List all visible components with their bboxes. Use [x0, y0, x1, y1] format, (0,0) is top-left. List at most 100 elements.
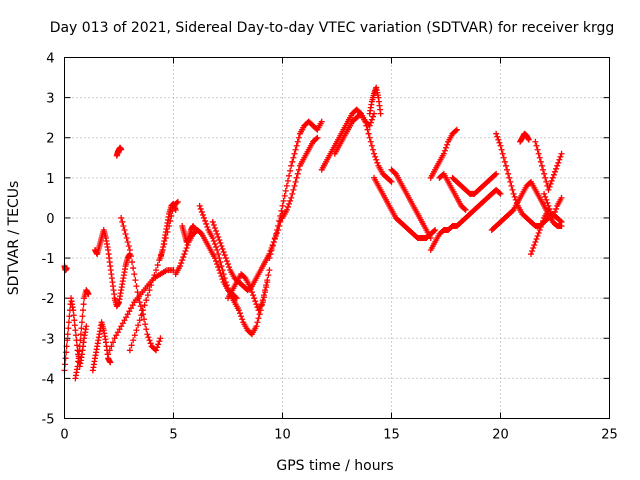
series-trace-r — [318, 106, 378, 173]
data-point — [533, 142, 540, 149]
data-point — [253, 301, 260, 308]
data-point — [107, 359, 114, 366]
data-point — [72, 327, 79, 334]
data-point — [271, 235, 278, 241]
data-point — [197, 229, 204, 236]
data-point — [192, 226, 199, 233]
data-point — [555, 159, 562, 166]
data-point — [368, 116, 375, 123]
data-point — [290, 154, 297, 161]
data-point — [432, 226, 439, 233]
data-point — [532, 239, 539, 246]
data-point — [113, 332, 120, 339]
data-point — [223, 282, 230, 289]
data-point — [155, 341, 162, 348]
data-point — [154, 344, 161, 351]
data-point — [496, 189, 503, 196]
data-point — [156, 338, 163, 345]
data-point — [62, 355, 69, 362]
data-point — [65, 319, 72, 326]
data-point — [259, 299, 266, 306]
data-point — [135, 322, 142, 329]
y-tick-label: 2 — [46, 132, 54, 147]
series-trace-d — [89, 319, 114, 374]
data-point — [556, 156, 563, 163]
data-point — [71, 322, 78, 329]
data-point — [70, 312, 77, 319]
data-point — [279, 202, 286, 209]
data-point — [64, 331, 71, 338]
data-point — [495, 136, 502, 143]
data-point — [552, 208, 558, 215]
data-point — [219, 267, 226, 274]
data-point — [213, 258, 220, 265]
data-point — [374, 159, 381, 166]
data-point — [221, 252, 228, 259]
data-point — [143, 326, 150, 333]
x-tick-label: 10 — [274, 428, 291, 443]
data-point — [441, 147, 448, 154]
data-point — [550, 211, 557, 218]
data-point — [289, 190, 296, 197]
data-point — [537, 223, 544, 230]
data-point — [210, 238, 217, 245]
data-point — [254, 319, 261, 326]
data-point — [238, 313, 245, 320]
series-trace-v — [388, 166, 434, 241]
data-point — [538, 162, 545, 169]
data-point — [76, 348, 83, 355]
data-point — [211, 241, 218, 248]
x-tick-label: 25 — [601, 428, 618, 443]
series-trace-h — [105, 267, 177, 358]
data-point — [123, 314, 130, 321]
data-point — [239, 316, 246, 323]
data-point — [215, 251, 222, 258]
data-point — [535, 150, 542, 157]
data-point — [292, 146, 299, 153]
data-point — [151, 272, 158, 279]
data-point — [62, 361, 69, 368]
data-point — [247, 286, 254, 293]
data-point — [198, 208, 205, 215]
data-point — [183, 245, 190, 252]
data-point — [136, 299, 143, 306]
data-point — [497, 142, 504, 149]
data-point — [216, 237, 223, 244]
data-point — [501, 158, 508, 165]
data-point — [509, 186, 516, 193]
data-point — [266, 255, 273, 262]
data-point — [506, 174, 513, 181]
data-point — [141, 316, 148, 323]
data-point — [492, 171, 499, 178]
data-point — [220, 249, 227, 256]
x-tick-label: 15 — [383, 428, 400, 443]
plot-frame — [64, 57, 610, 419]
data-point — [295, 134, 302, 141]
data-point — [364, 126, 371, 133]
data-point — [209, 235, 216, 241]
data-point — [72, 332, 79, 339]
data-point — [549, 174, 556, 181]
data-point — [76, 343, 83, 350]
data-point — [218, 243, 225, 250]
data-point — [203, 220, 210, 227]
data-point — [367, 138, 374, 145]
y-tick-label: -4 — [42, 372, 55, 387]
data-point — [221, 275, 228, 282]
data-point — [196, 202, 203, 209]
data-point — [154, 262, 161, 269]
data-point — [116, 326, 123, 333]
x-tick-label: 20 — [492, 428, 509, 443]
data-point — [255, 315, 262, 322]
data-point — [294, 170, 301, 177]
data-point — [362, 118, 369, 125]
y-tick-label: -3 — [42, 332, 55, 347]
data-point — [427, 235, 434, 241]
series-trace-ab — [488, 178, 565, 233]
data-point — [557, 153, 564, 160]
data-point — [264, 279, 271, 286]
data-point — [180, 254, 187, 261]
data-point — [282, 187, 289, 194]
data-point — [66, 313, 73, 320]
data-point — [108, 343, 115, 350]
